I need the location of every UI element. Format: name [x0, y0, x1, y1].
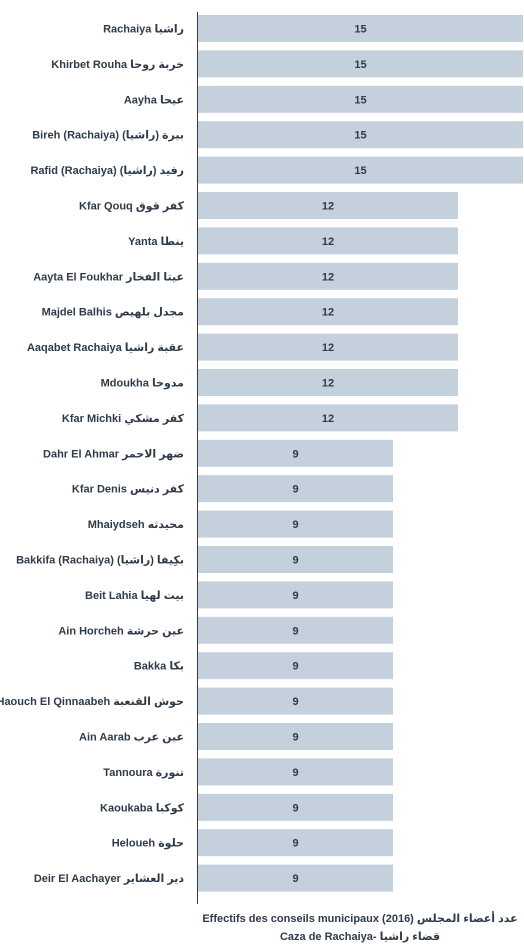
bar	[198, 793, 393, 821]
bar	[198, 50, 523, 78]
value-label: 12	[322, 271, 334, 283]
value-label: 9	[292, 590, 298, 602]
category-label: Aayha عيحا	[124, 94, 184, 106]
category-label: Kaoukaba كوكبا	[100, 802, 185, 814]
category-labels: Rachaiya راشيا Khirbet Rouha خربة روحا Aay…	[0, 24, 185, 886]
category-label: Deir El Aachayer دير العشاير	[34, 873, 185, 885]
bar	[198, 546, 393, 573]
bars-group	[198, 15, 523, 892]
bar	[198, 227, 458, 255]
value-label: 9	[292, 484, 298, 496]
category-label: Bakka بكا	[134, 661, 184, 673]
value-label: 15	[354, 165, 366, 177]
value-label: 9	[292, 767, 298, 779]
value-labels: 15 15 15 15 15 12 12 12 12 12 12 12 9 9 9 9 9 9 9 9 9 9 9 9 9	[292, 24, 366, 886]
category-label: Rachaiya راشيا	[103, 24, 184, 36]
value-label: 15	[354, 24, 366, 36]
bar	[198, 404, 458, 432]
bar	[198, 85, 523, 113]
value-label: 9	[292, 696, 298, 708]
bar	[198, 864, 393, 892]
category-label: Aayta El Foukhar عيتا الفخار	[33, 271, 184, 283]
bar	[198, 121, 523, 149]
value-label: 9	[292, 873, 298, 885]
category-label: Tannoura تنورة	[103, 767, 184, 779]
value-label: 12	[322, 378, 334, 390]
category-label: Beit Lahia بيت لهيا	[85, 590, 184, 602]
value-label: 12	[322, 413, 334, 425]
value-label: 15	[354, 130, 366, 142]
bar	[198, 829, 393, 857]
category-label: Mhaiydseh محيدثه	[88, 519, 184, 531]
value-label: 12	[322, 236, 334, 248]
bar	[198, 369, 458, 396]
bar	[198, 15, 523, 42]
value-label: 12	[322, 342, 334, 354]
value-label: 12	[322, 307, 334, 319]
value-label: 9	[292, 661, 298, 673]
bar	[198, 298, 458, 326]
value-label: 9	[292, 625, 298, 637]
category-label: Ain Horcheh عين حرشة	[58, 625, 184, 637]
bar	[198, 652, 393, 680]
bar	[198, 510, 393, 538]
category-label: Rafid (Rachaiya) رفيد (راشيا)	[30, 165, 184, 177]
category-label: Kfar Qouq كفر قوق	[79, 201, 185, 213]
bar	[198, 333, 458, 361]
category-label: Yanta ينطا	[128, 236, 184, 248]
value-label: 9	[292, 519, 298, 531]
value-label: 9	[292, 448, 298, 460]
bar	[198, 262, 458, 290]
value-label: 9	[292, 555, 298, 567]
value-label: 9	[292, 802, 298, 814]
bar	[198, 192, 458, 219]
category-label: Haouch El Qinnaabeh حوش القنعبة	[0, 696, 184, 708]
bar	[198, 758, 393, 786]
bar	[198, 439, 393, 467]
value-label: 9	[292, 732, 298, 744]
category-label: Bakkifa (Rachaiya) بكِيفا (راشيا)	[16, 555, 184, 567]
value-label: 9	[292, 838, 298, 850]
value-label: 15	[354, 94, 366, 106]
bar	[198, 616, 393, 644]
category-label: Bireh (Rachaiya) بيرة (راشيا)	[32, 130, 184, 142]
chart-caption-line-1: Effectifs des conseils municipaux (2016)…	[202, 913, 518, 925]
category-label: Heloueh حلوة	[112, 838, 184, 850]
bar	[198, 687, 393, 715]
category-label: Ain Aarab عين عرب	[79, 732, 184, 744]
category-label: Mdoukha مدوخا	[101, 378, 184, 390]
bar	[198, 723, 393, 750]
value-label: 15	[354, 59, 366, 71]
category-label: Aaqabet Rachaiya عقبة راشيا	[27, 342, 184, 354]
bar	[198, 475, 393, 503]
category-label: Kfar Denis كفر دنيس	[72, 484, 185, 496]
bar	[198, 156, 523, 184]
category-label: Dahr El Ahmar ضهر الاحمر	[43, 448, 184, 460]
category-label: Kfar Michki كفر مشكي	[62, 413, 185, 425]
category-label: Majdel Balhis مجدل بلهيص	[42, 307, 184, 319]
bar	[198, 581, 393, 609]
value-label: 12	[322, 201, 334, 213]
category-label: Khirbet Rouha خربة روحا	[51, 59, 184, 71]
chart-caption-line-2: Caza de Rachaiya- قضاء راشيا	[279, 931, 441, 943]
